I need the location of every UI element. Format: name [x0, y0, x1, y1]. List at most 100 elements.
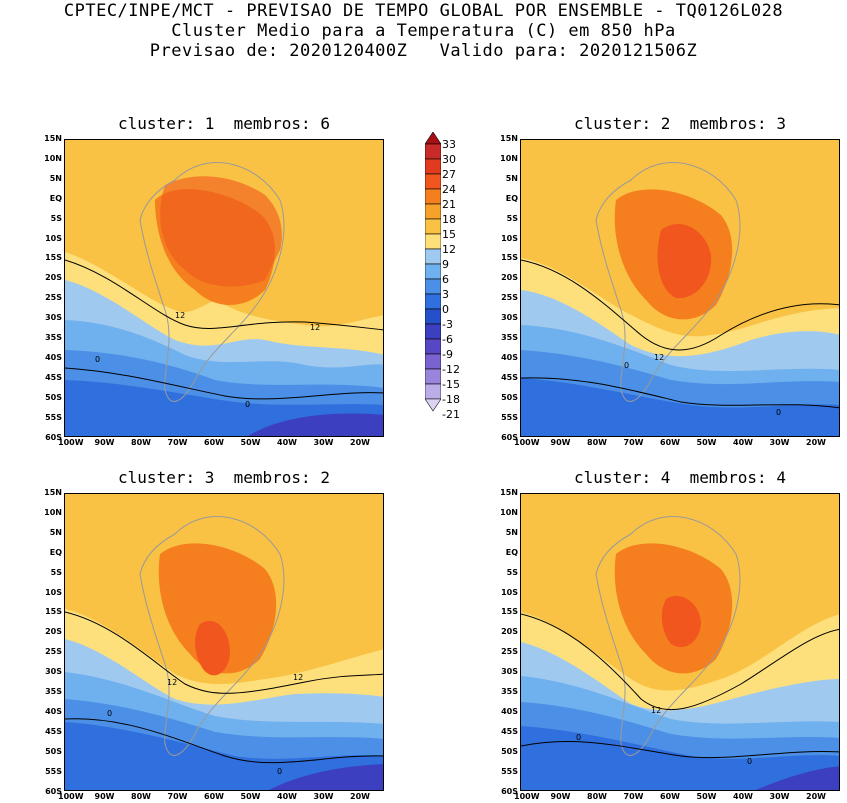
lon-tick-label: 100W — [514, 792, 540, 801]
lat-tick-label: 45S — [45, 372, 62, 382]
colorbar-swatch — [425, 188, 441, 205]
contour-label: 12 — [654, 353, 664, 362]
lat-tick-label: 25S — [501, 293, 518, 303]
lat-tick-label: 25S — [501, 647, 518, 657]
colorbar-label: -6 — [442, 333, 453, 346]
lon-tick-label: 60W — [204, 792, 224, 801]
lat-tick-label: 50S — [45, 392, 62, 402]
colorbar-swatch — [425, 143, 441, 160]
lat-tick-label: 35S — [45, 333, 62, 342]
lon-tick-label: 20W — [350, 438, 370, 447]
lat-tick-label: 5S — [50, 213, 62, 223]
figure-title-line-3: Previsao de: 2020120400Z Valido para: 20… — [149, 41, 698, 61]
panel-title-cluster-3: cluster: 3 membros: 2 — [118, 468, 330, 487]
lat-tick-label: 10N — [44, 507, 62, 517]
lon-tick-label: 60W — [660, 438, 680, 447]
contour-label: 12 — [651, 706, 661, 715]
colorbar-top-arrow — [425, 132, 441, 145]
lat-tick-label: 15S — [501, 253, 518, 263]
temperature-map-4: 12 0 0 — [521, 494, 839, 790]
lat-tick-label: 55S — [45, 766, 62, 776]
contour-label: 0 — [95, 355, 100, 364]
temperature-map-2: 12 0 0 — [521, 140, 839, 436]
lon-tick-label: 40W — [277, 438, 297, 447]
figure-title-line-2: Cluster Medio para a Temperatura (C) em … — [171, 21, 676, 41]
colorbar-swatch — [425, 323, 441, 340]
colorbar-label: -12 — [442, 363, 460, 376]
lon-tick-label: 40W — [277, 792, 297, 801]
lat-tick-label: 5S — [50, 567, 62, 577]
lon-tick-label: 70W — [167, 792, 188, 801]
lat-tick-label: 15S — [45, 607, 62, 617]
lat-tick-label: 40S — [501, 706, 518, 716]
lon-tick-label: 80W — [131, 438, 151, 447]
colorbar-label: -3 — [442, 318, 453, 331]
contour-label: 0 — [776, 408, 781, 417]
lat-tick-label: 45S — [501, 726, 518, 736]
colorbar-swatch — [425, 203, 441, 220]
colorbar-label: 24 — [442, 183, 456, 196]
map-panel-cluster-3: 12 12 0 0 — [64, 493, 384, 791]
colorbar-label: 9 — [442, 258, 449, 271]
map-panel-cluster-2: 12 0 0 — [520, 139, 840, 437]
lat-tick-label: 25S — [45, 647, 62, 657]
lat-tick-label: 60S — [501, 432, 518, 442]
colorbar-swatch — [425, 368, 441, 385]
lat-tick-label: 35S — [501, 333, 518, 342]
lat-tick-label: 60S — [45, 432, 62, 442]
lat-tick-label: 50S — [501, 392, 518, 402]
lat-tick-label: EQ — [49, 193, 62, 203]
lon-tick-label: 100W — [58, 438, 84, 447]
colorbar-label: 3 — [442, 288, 449, 301]
lon-tick-label: 90W — [94, 438, 115, 447]
lon-tick-label: 40W — [733, 438, 753, 447]
colorbar-label: -15 — [442, 378, 460, 391]
lon-tick-label: 20W — [806, 792, 826, 801]
colorbar-swatch — [425, 278, 441, 295]
contour-label: 12 — [293, 673, 303, 682]
contour-label: 0 — [576, 733, 581, 742]
lat-tick-label: 40S — [501, 352, 518, 362]
lon-tick-label: 40W — [733, 792, 753, 801]
lat-tick-label: EQ — [49, 547, 62, 557]
lat-tick-label: 5S — [506, 213, 518, 223]
colorbar-swatch — [425, 263, 441, 280]
colorbar-label: -18 — [442, 393, 460, 406]
contour-label: 12 — [175, 311, 185, 320]
contour-label: 12 — [310, 323, 320, 332]
colorbar-swatch — [425, 218, 441, 235]
lon-tick-label: 50W — [696, 792, 717, 801]
colorbar-label: 27 — [442, 168, 456, 181]
colorbar-label: 33 — [442, 138, 456, 151]
colorbar-label: 6 — [442, 273, 449, 286]
colorbar-label: 21 — [442, 198, 456, 211]
lat-tick-label: EQ — [505, 547, 518, 557]
lon-tick-label: 90W — [550, 792, 571, 801]
lat-tick-label: 10N — [44, 153, 62, 163]
lat-tick-label: 15N — [500, 134, 518, 143]
colorbar-swatch — [425, 173, 441, 190]
contour-label: 0 — [107, 709, 112, 718]
colorbar-label: 30 — [442, 153, 456, 166]
contour-label: 0 — [624, 361, 629, 370]
temperature-map-3: 12 12 0 0 — [65, 494, 383, 790]
lat-tick-label: 40S — [45, 352, 62, 362]
lat-tick-label: 50S — [501, 746, 518, 756]
lat-tick-label: 20S — [45, 627, 62, 637]
lon-tick-label: 90W — [550, 438, 571, 447]
lon-tick-label: 70W — [167, 438, 188, 447]
colorbar-swatch — [425, 233, 441, 250]
colorbar-swatch — [425, 338, 441, 355]
lon-tick-label: 80W — [587, 792, 607, 801]
contour-label: 0 — [747, 757, 752, 766]
lat-tick-label: 15S — [45, 253, 62, 263]
lat-tick-label: 40S — [45, 706, 62, 716]
lat-tick-label: 20S — [45, 273, 62, 283]
lat-tick-label: 20S — [501, 273, 518, 283]
lat-tick-label: 10S — [501, 587, 518, 597]
colorbar-label: 18 — [442, 213, 456, 226]
lat-tick-label: 30S — [501, 667, 518, 677]
colorbar-label: 12 — [442, 243, 456, 256]
contour-label: 0 — [245, 400, 250, 409]
lat-tick-label: 60S — [45, 786, 62, 796]
